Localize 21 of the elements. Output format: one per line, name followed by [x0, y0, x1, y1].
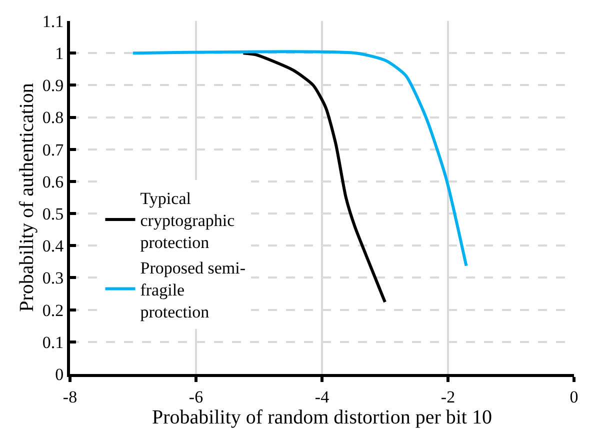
- y-tick-label: 0.8: [42, 108, 64, 128]
- legend-label: Typical cryptographic protection: [140, 189, 236, 252]
- y-tick-label: 0.6: [42, 172, 64, 192]
- y-axis-title: Probability of authentication: [16, 83, 38, 312]
- x-tick-label: 0: [570, 387, 578, 406]
- y-tick-label: 1.1: [42, 12, 64, 31]
- x-tick-label: -2: [440, 387, 456, 406]
- y-tick-label: 0.2: [42, 300, 64, 320]
- x-tick-label: -4: [314, 387, 330, 406]
- y-tick-label: 0.7: [42, 140, 64, 160]
- y-tick-label: 0.1: [42, 332, 64, 352]
- x-axis-title: Probability of random distortion per bit 10: [152, 406, 492, 428]
- x-tick-label: -6: [188, 387, 204, 406]
- y-tick-label: 0: [55, 364, 64, 384]
- y-tick-label: 0.4: [42, 236, 64, 256]
- y-tick-label: 0.9: [42, 76, 64, 96]
- y-tick-label: 0.5: [42, 204, 64, 224]
- y-tick-label: 0.3: [42, 268, 64, 288]
- y-tick-label: 1: [55, 44, 64, 64]
- x-tick-label: -8: [62, 387, 78, 406]
- legend-label: Proposed semi-fragile protection: [140, 258, 246, 322]
